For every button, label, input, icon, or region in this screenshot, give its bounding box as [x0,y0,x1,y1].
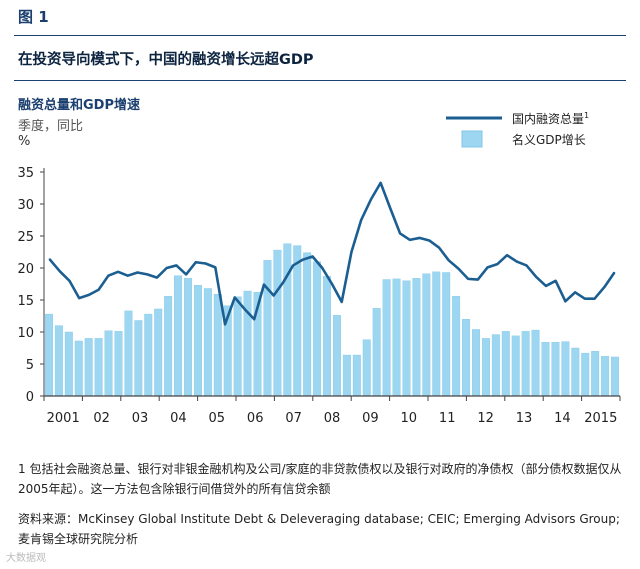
bar-gdp-growth [243,290,252,397]
bar-gdp-growth [104,330,113,397]
bar-gdp-growth [342,354,351,397]
bar-gdp-growth [541,342,550,397]
figure-label: 图 1 [18,8,49,26]
y-axis-unit: % [18,134,31,149]
bar-gdp-growth [203,288,212,397]
bar-gdp-growth [174,275,183,397]
bar-gdp-growth [352,354,361,397]
bar-gdp-growth [154,308,163,397]
bar-gdp-growth [273,249,282,397]
legend: 国内融资总量1 名义GDP增长 [446,111,589,148]
bar-gdp-growth [511,335,520,397]
bar-gdp-growth [213,294,222,397]
bar-gdp-growth [412,278,421,397]
bar-gdp-growth [323,276,332,397]
bar-gdp-growth [64,331,73,397]
x-tick-label: 05 [209,411,226,426]
y-tick-label: 20 [17,262,34,277]
y-tick-label: 35 [17,166,34,181]
line-series-financing [48,181,616,326]
bar-gdp-growth [521,331,530,397]
bar-gdp-growth [491,334,500,397]
bar-gdp-growth [571,347,580,397]
bar-gdp-growth [611,356,620,397]
y-axis: 0 5 10 15 20 25 30 35 [17,166,45,405]
x-tick-label: 14 [554,411,571,426]
legend-bar-swatch [461,130,483,148]
bar-gdp-growth [74,340,83,397]
bar-gdp-growth [283,243,292,397]
bar-gdp-growth [392,278,401,397]
bar-gdp-growth [382,279,391,397]
x-tick-label: 2015 [584,411,617,426]
y-tick-label: 10 [17,326,34,341]
bar-gdp-growth [144,313,153,397]
bar-gdp-growth [551,342,560,397]
watermark: 大数据观 [6,553,46,564]
bar-gdp-growth [263,260,272,397]
legend-line-label: 国内融资总量1 [512,111,589,126]
bar-gdp-growth [432,271,441,397]
bar-gdp-growth [501,331,510,397]
bar-gdp-growth [94,338,103,397]
x-tick-label: 08 [324,411,341,426]
x-tick-label: 2001 [47,411,80,426]
bar-gdp-growth [422,273,431,397]
bar-gdp-growth [54,325,63,397]
bar-gdp-growth [472,329,480,397]
bar-gdp-growth [313,261,322,397]
bar-gdp-growth [372,308,381,397]
bar-gdp-growth [362,339,371,397]
bar-series-gdp [44,243,620,397]
bar-gdp-growth [303,252,312,397]
chart-title: 融资总量和GDP增速 [18,98,140,113]
bar-gdp-growth [164,295,173,397]
x-tick-label: 04 [170,411,187,426]
top-divider [14,35,626,36]
y-tick-label: 25 [17,230,34,245]
x-tick-label: 07 [285,411,302,426]
figure-title: 在投资导向模式下，中国的融资增长远超GDP [18,52,314,68]
line-financing-growth [48,181,616,326]
y-tick-label: 15 [17,294,34,309]
x-tick-label: 02 [93,411,110,426]
x-axis: 2001 02 03 04 05 06 07 08 09 10 11 12 13 14 2015 [43,395,621,426]
bar-gdp-growth [44,313,53,397]
bar-gdp-growth [591,351,600,397]
x-tick-label: 09 [362,411,379,426]
bar-gdp-growth [233,296,242,397]
bar-gdp-growth [193,285,202,397]
source-note: 资料来源：McKinsey Global Institute Debt & De… [18,512,620,546]
bar-gdp-growth [293,245,302,397]
x-tick-label: 12 [477,411,494,426]
y-tick-label: 30 [17,198,34,213]
bar-gdp-growth [531,329,540,397]
x-tick-label: 06 [247,411,264,426]
x-tick-label: 13 [516,411,533,426]
chart-subtitle: 季度，同比 [18,119,84,134]
title-divider [14,80,626,81]
bar-gdp-growth [481,338,490,397]
x-tick-label: 03 [132,411,149,426]
bar-gdp-growth [124,310,133,397]
y-tick-label: 0 [26,390,34,405]
bar-gdp-growth [402,280,411,397]
bar-gdp-growth [561,341,570,397]
bar-gdp-growth [601,356,610,397]
y-tick-label: 5 [26,358,34,373]
x-tick-label: 11 [439,411,456,426]
bar-gdp-growth [184,278,192,397]
bar-gdp-growth [452,295,461,397]
bar-gdp-growth [84,338,93,397]
bar-gdp-growth [442,272,451,397]
bar-gdp-growth [462,319,471,397]
bar-gdp-growth [332,315,341,397]
legend-bar-label: 名义GDP增长 [512,132,586,147]
bar-gdp-growth [114,331,123,397]
bar-gdp-growth [134,320,143,397]
footnote: 1 包括社会融资总量、银行对非银金融机构及公司/家庭的非贷款债权以及银行对政府的… [18,462,622,496]
bar-gdp-growth [581,352,590,397]
x-tick-label: 10 [401,411,418,426]
